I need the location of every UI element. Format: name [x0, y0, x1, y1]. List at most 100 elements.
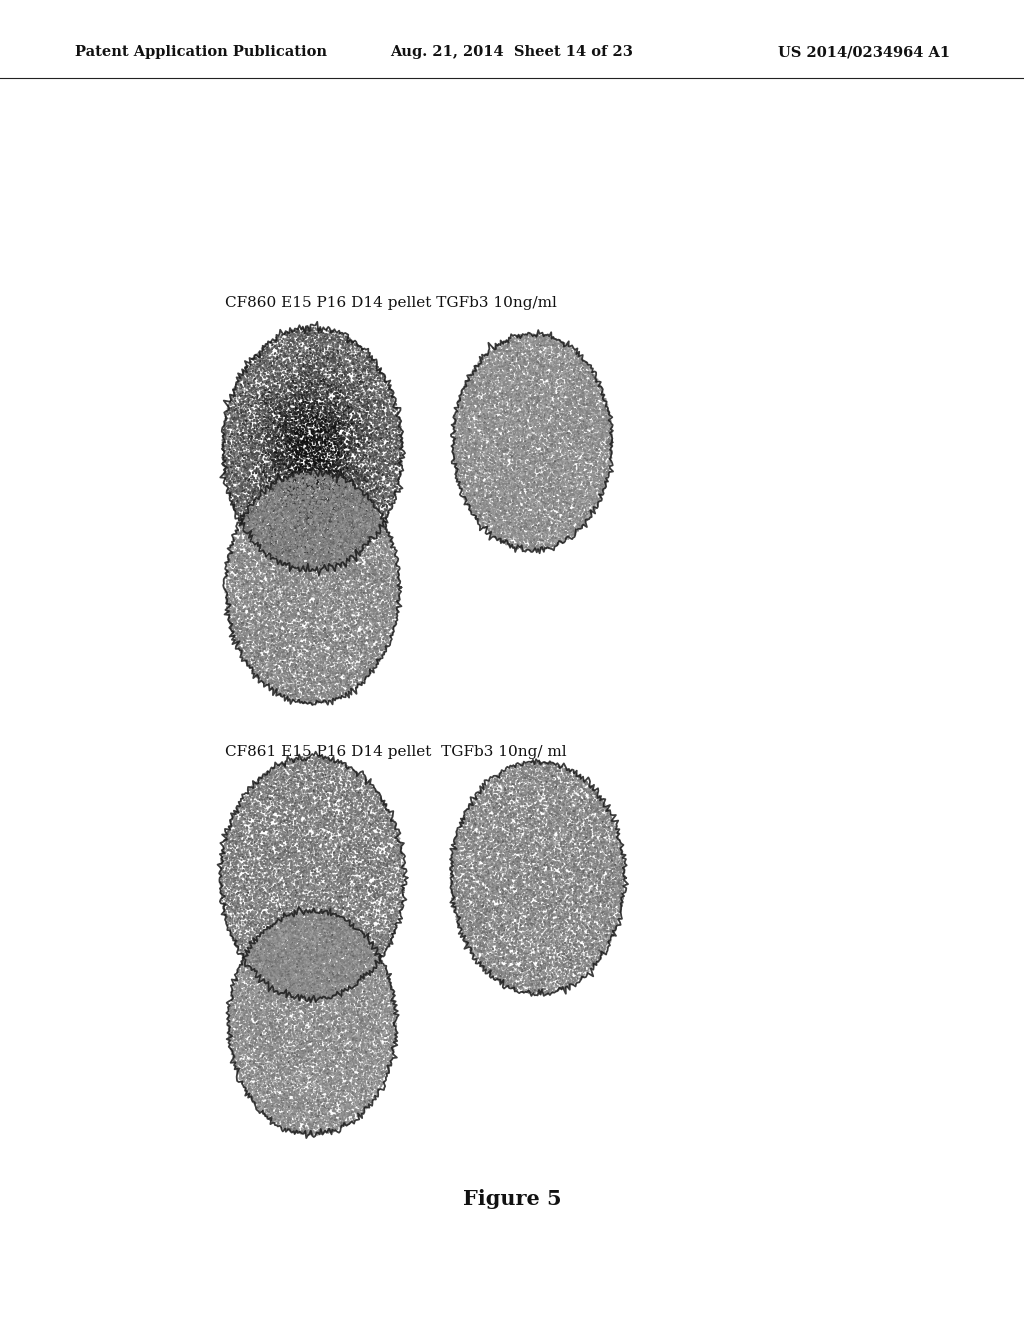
Point — [489, 837, 506, 858]
Point — [585, 888, 601, 909]
Point — [304, 774, 321, 795]
Point — [332, 484, 348, 506]
Point — [584, 374, 600, 395]
Point — [591, 384, 607, 405]
Point — [276, 484, 293, 506]
Point — [559, 483, 575, 504]
Point — [332, 598, 348, 619]
Point — [569, 426, 586, 447]
Point — [532, 511, 549, 532]
Point — [296, 993, 312, 1014]
Point — [497, 824, 513, 845]
Point — [279, 982, 295, 1003]
Point — [549, 768, 565, 789]
Point — [354, 585, 371, 606]
Point — [586, 469, 602, 490]
Point — [338, 953, 354, 974]
Point — [336, 392, 352, 413]
Point — [366, 422, 382, 444]
Point — [347, 368, 364, 389]
Point — [240, 582, 256, 603]
Point — [358, 597, 375, 618]
Point — [220, 429, 237, 450]
Point — [549, 909, 565, 931]
Point — [599, 395, 615, 416]
Point — [579, 948, 595, 969]
Point — [372, 1057, 388, 1078]
Point — [305, 488, 322, 510]
Point — [521, 886, 538, 907]
Point — [324, 506, 340, 527]
Point — [493, 936, 509, 957]
Point — [223, 1039, 240, 1060]
Point — [289, 599, 305, 620]
Point — [276, 772, 293, 793]
Point — [538, 395, 554, 416]
Point — [391, 875, 408, 896]
Point — [458, 902, 474, 923]
Point — [352, 948, 369, 969]
Point — [270, 634, 287, 655]
Point — [267, 577, 284, 598]
Point — [547, 370, 563, 391]
Point — [283, 467, 299, 488]
Point — [300, 624, 316, 645]
Point — [294, 836, 310, 857]
Point — [319, 651, 336, 672]
Point — [471, 801, 487, 822]
Point — [270, 1028, 287, 1049]
Point — [358, 651, 375, 672]
Point — [231, 814, 248, 836]
Point — [602, 925, 618, 946]
Point — [232, 606, 249, 627]
Point — [592, 939, 608, 960]
Point — [343, 906, 359, 927]
Point — [221, 845, 238, 866]
Point — [347, 508, 364, 529]
Point — [242, 577, 258, 598]
Point — [554, 342, 570, 363]
Point — [265, 1060, 282, 1081]
Point — [380, 581, 396, 602]
Point — [266, 994, 283, 1015]
Point — [517, 338, 534, 359]
Point — [554, 890, 570, 911]
Point — [570, 767, 587, 788]
Point — [286, 599, 302, 620]
Point — [264, 639, 281, 660]
Point — [282, 756, 298, 777]
Point — [250, 1077, 266, 1098]
Point — [279, 792, 295, 813]
Point — [347, 482, 364, 503]
Point — [254, 660, 270, 681]
Point — [306, 1051, 323, 1072]
Point — [375, 436, 391, 457]
Point — [518, 913, 535, 935]
Point — [523, 473, 540, 494]
Point — [331, 480, 347, 502]
Point — [506, 788, 522, 809]
Point — [519, 766, 536, 787]
Point — [501, 770, 517, 791]
Point — [279, 663, 295, 684]
Point — [261, 343, 278, 364]
Point — [270, 611, 287, 632]
Point — [351, 479, 368, 500]
Point — [273, 678, 290, 700]
Point — [389, 562, 406, 583]
Point — [378, 983, 394, 1005]
Point — [372, 387, 388, 408]
Point — [341, 991, 357, 1012]
Point — [252, 634, 268, 655]
Point — [572, 399, 589, 420]
Point — [288, 568, 304, 589]
Point — [272, 553, 289, 574]
Point — [334, 573, 350, 594]
Point — [329, 949, 345, 970]
Point — [287, 788, 303, 809]
Point — [357, 511, 374, 532]
Point — [511, 432, 527, 453]
Point — [294, 548, 310, 569]
Point — [269, 887, 286, 908]
Point — [586, 941, 602, 962]
